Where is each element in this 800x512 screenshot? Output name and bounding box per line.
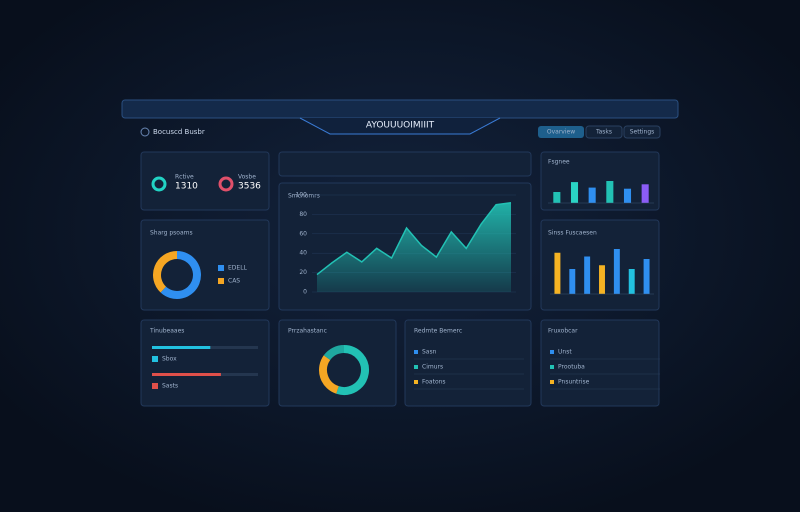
- legend-swatch: [218, 265, 224, 271]
- panel: [140, 151, 270, 211]
- panel-title: Fruxobcar: [548, 328, 578, 335]
- panel-title: Fsgnee: [548, 159, 570, 166]
- list-item: Sasn: [422, 349, 437, 356]
- panel-title: Sinss Fuscaesen: [548, 230, 597, 237]
- legend: CAS: [228, 278, 240, 285]
- progress-label: Sbox: [162, 356, 177, 363]
- y-tick-label: 60: [299, 230, 307, 237]
- area: [317, 202, 511, 292]
- bar: [554, 252, 561, 294]
- list-item: Pnsuntrise: [558, 379, 590, 386]
- donut-slice: [323, 345, 345, 361]
- tab[interactable]: [585, 125, 623, 139]
- list-dot: [414, 380, 418, 384]
- tab-label[interactable]: Settings: [630, 129, 655, 136]
- list-dot: [550, 380, 554, 384]
- bar: [553, 192, 561, 203]
- panel: [278, 319, 397, 407]
- tab[interactable]: [538, 126, 584, 138]
- y-tick-label: 0: [303, 289, 307, 296]
- tab-label[interactable]: Tasks: [595, 129, 612, 136]
- bar: [623, 188, 632, 203]
- donut-slice: [153, 251, 178, 293]
- title: AYOUUUOIMIIIT: [366, 121, 435, 131]
- list-item: Unst: [558, 349, 572, 356]
- list-dot: [414, 350, 418, 354]
- title-tab: [299, 117, 501, 135]
- kpi-icon: [151, 176, 167, 192]
- progress-label: Sasts: [162, 383, 178, 390]
- bar: [606, 181, 614, 203]
- bar: [643, 259, 650, 294]
- donut-slice: [160, 251, 201, 299]
- progress-bar: [152, 346, 211, 349]
- icon: [152, 383, 158, 389]
- list-item: Cimurs: [422, 364, 443, 371]
- legend: EDELL: [228, 265, 248, 272]
- bar: [584, 256, 591, 294]
- bar: [641, 184, 649, 203]
- bar: [628, 269, 635, 294]
- kpi-label: Rctive: [175, 174, 194, 181]
- panel: [540, 319, 660, 407]
- y-tick-label: 20: [299, 269, 307, 276]
- panel: [404, 319, 532, 407]
- panel-title: Smcnomrs: [288, 193, 320, 200]
- list-dot: [550, 350, 554, 354]
- bar: [613, 249, 620, 294]
- tab[interactable]: [623, 125, 661, 139]
- donut-slice: [336, 345, 369, 395]
- toolbar: [278, 151, 532, 177]
- panel-title: Tinubeaaes: [149, 328, 184, 335]
- list-dot: [414, 365, 418, 369]
- bar: [588, 187, 596, 203]
- kpi-icon: [218, 176, 234, 192]
- panel-title: Sharg psoams: [150, 230, 193, 237]
- y-tick-label: 100: [296, 192, 308, 199]
- panel-title: Redmte Bemerc: [414, 328, 462, 335]
- list-item: Foatons: [422, 379, 446, 386]
- list-dot: [550, 365, 554, 369]
- kpi-label: Vosbe: [238, 174, 256, 181]
- y-tick-label: 40: [299, 250, 307, 257]
- bar: [570, 182, 579, 203]
- tab-label[interactable]: Ovarview: [547, 129, 575, 136]
- donut-slice: [319, 355, 340, 394]
- icon: [152, 356, 158, 362]
- line: [316, 202, 512, 276]
- panel: [140, 219, 270, 311]
- panel-title: Prrzahastanc: [288, 328, 327, 335]
- panel: [140, 319, 270, 407]
- kpi-value: 3536: [238, 182, 261, 192]
- logo: [140, 127, 150, 137]
- progress-bar: [152, 373, 221, 376]
- bar: [599, 265, 605, 294]
- list-item: Prootuba: [558, 364, 585, 371]
- legend-swatch: [218, 278, 224, 284]
- y-tick-label: 80: [299, 211, 307, 218]
- bar: [569, 269, 576, 294]
- top-bar: [121, 99, 679, 119]
- kpi-value: 1310: [175, 182, 198, 192]
- subtitle: Bocuscd Busbr: [153, 128, 205, 136]
